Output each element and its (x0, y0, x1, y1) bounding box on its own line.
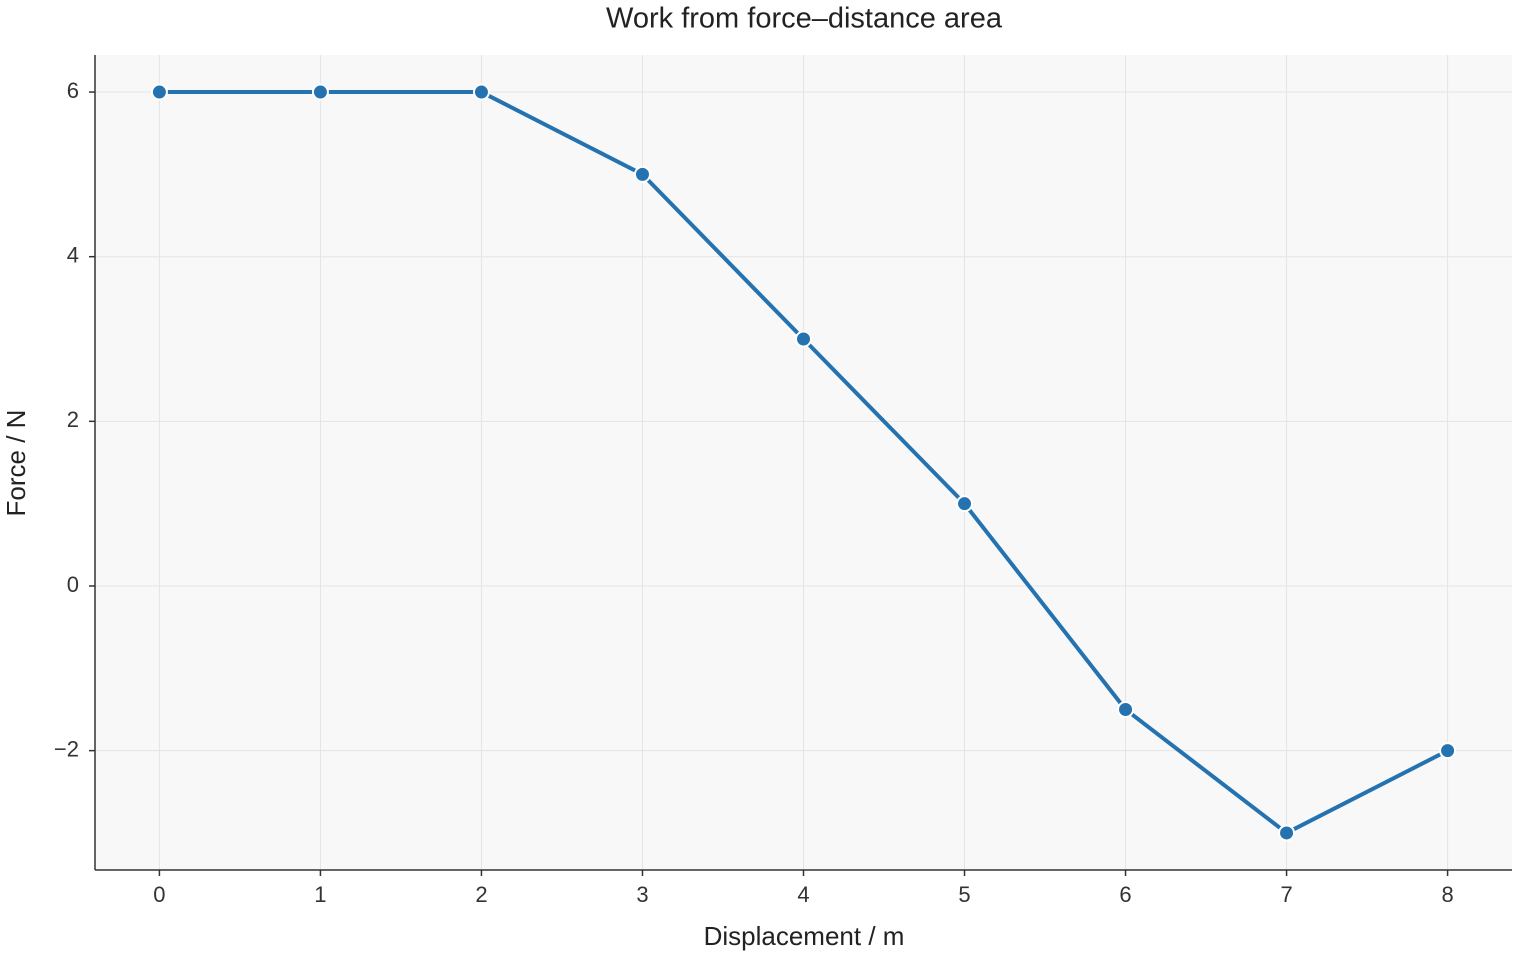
y-tick-label: 4 (67, 243, 79, 268)
data-point (311, 83, 329, 101)
x-tick-label: 4 (797, 882, 809, 907)
data-point (1439, 742, 1457, 760)
data-point (1117, 700, 1135, 718)
x-axis-label: Displacement / m (704, 921, 905, 951)
x-tick-label: 2 (475, 882, 487, 907)
data-point (633, 165, 651, 183)
y-tick-label: 6 (67, 78, 79, 103)
x-tick-label: 5 (958, 882, 970, 907)
x-tick-label: 8 (1441, 882, 1453, 907)
marks (150, 83, 1457, 842)
x-tick-label: 0 (153, 882, 165, 907)
y-tick-label: 0 (67, 572, 79, 597)
y-tick-label: −2 (54, 736, 79, 761)
chart-title: Work from force–distance area (606, 3, 1003, 35)
data-point (956, 495, 974, 513)
grid (95, 55, 1512, 870)
y-axis-label: Force / N (1, 410, 31, 517)
data-point (472, 83, 490, 101)
data-point (795, 330, 812, 348)
x-tick-label: 3 (636, 882, 648, 907)
data-point (150, 83, 168, 101)
x-tick-label: 1 (314, 882, 326, 907)
y-tick-label: 2 (67, 407, 79, 432)
x-tick-label: 7 (1280, 882, 1292, 907)
x-tick-label: 6 (1119, 882, 1131, 907)
data-point (1278, 824, 1296, 842)
